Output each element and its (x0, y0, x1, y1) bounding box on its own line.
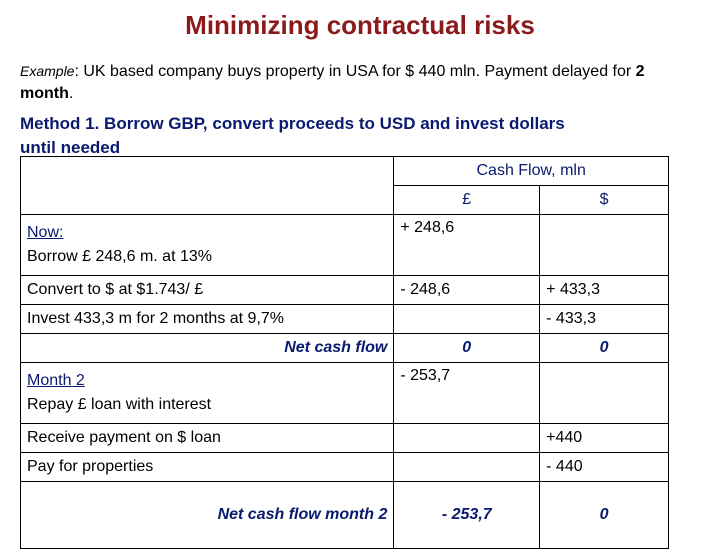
example-label: Example (20, 63, 75, 79)
table-row: Month 2 Repay £ loan with interest - 253… (19, 362, 669, 424)
net-cash-flow-label: Net cash flow (19, 333, 395, 363)
example-text: : UK based company buys property in USA … (74, 63, 636, 80)
table-cell (539, 214, 669, 276)
usd-column-header: $ (539, 185, 669, 215)
table-cell (393, 304, 541, 334)
method-heading: Method 1. Borrow GBP, convert proceeds t… (20, 112, 710, 160)
receive-label: Receive payment on $ loan (19, 423, 395, 453)
table-row: Cash Flow, mln (19, 156, 669, 215)
table-cell (19, 156, 395, 215)
method-line-2: until needed (20, 138, 121, 157)
receive-usd: +440 (539, 423, 669, 453)
table-cell (539, 362, 669, 424)
now-label: Now: (27, 224, 64, 241)
table-cell (393, 452, 541, 482)
convert-label: Convert to $ at $1.743/ £ (19, 275, 395, 305)
net-cash-flow-month2-gbp: - 253,7 (393, 481, 541, 549)
borrow-gbp: + 248,6 (393, 214, 541, 276)
table-row: Receive payment on $ loan +440 (19, 423, 669, 453)
invest-usd: - 433,3 (539, 304, 669, 334)
table-row: Pay for properties - 440 (19, 452, 669, 482)
example-paragraph: Example: UK based company buys property … (20, 60, 700, 105)
cash-flow-header: Cash Flow, mln (393, 156, 669, 186)
table-row: Net cash flow month 2 - 253,7 0 (19, 481, 669, 549)
invest-label: Invest 433,3 m for 2 months at 9,7% (19, 304, 395, 334)
table-cell (393, 423, 541, 453)
example-text-end: . (68, 85, 74, 102)
table-row: Now: Borrow £ 248,6 m. at 13% + 248,6 (19, 214, 669, 276)
table-cell: Now: Borrow £ 248,6 m. at 13% (19, 214, 395, 276)
convert-gbp: - 248,6 (393, 275, 541, 305)
page-title: Minimizing contractual risks (185, 10, 535, 40)
borrow-label: Borrow £ 248,6 m. at 13% (27, 248, 212, 265)
gbp-column-header: £ (393, 185, 541, 215)
table-row: Net cash flow 0 0 (19, 333, 669, 363)
example-bold: 2 month (20, 63, 645, 102)
table-row: Convert to $ at $1.743/ £ - 248,6 + 433,… (19, 275, 669, 305)
month2-label: Month 2 (27, 372, 85, 389)
net-cash-flow-usd: 0 (539, 333, 669, 363)
pay-usd: - 440 (539, 452, 669, 482)
table-cell: Month 2 Repay £ loan with interest (19, 362, 395, 424)
convert-usd: + 433,3 (539, 275, 669, 305)
table-row: Invest 433,3 m for 2 months at 9,7% - 43… (19, 304, 669, 334)
net-cash-flow-month2-usd: 0 (539, 481, 669, 549)
repay-label: Repay £ loan with interest (27, 396, 212, 413)
cash-flow-table: Cash Flow, mln £ $ Now: Borrow £ 248,6 m… (19, 156, 669, 549)
net-cash-flow-gbp: 0 (393, 333, 541, 363)
net-cash-flow-month2-label: Net cash flow month 2 (19, 481, 395, 549)
pay-label: Pay for properties (19, 452, 395, 482)
repay-gbp: - 253,7 (393, 362, 541, 424)
method-line-1: Method 1. Borrow GBP, convert proceeds t… (20, 114, 565, 133)
